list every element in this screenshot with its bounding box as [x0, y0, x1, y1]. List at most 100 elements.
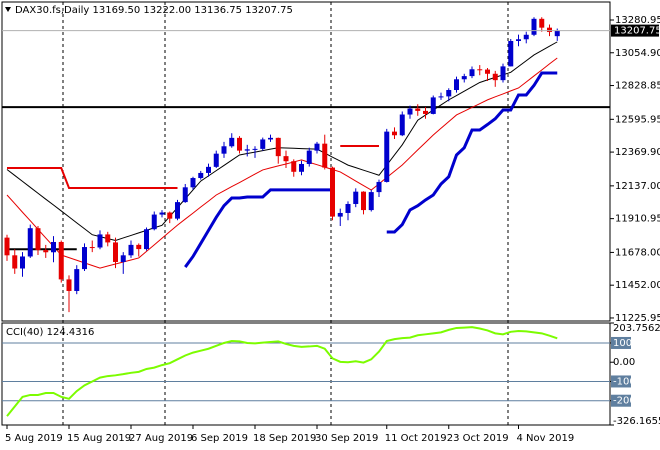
candle-body	[299, 163, 304, 172]
x-tick-label: 11 Oct 2019	[385, 433, 447, 444]
candle-body	[554, 30, 560, 37]
candle-body	[182, 187, 188, 203]
candle-body	[523, 34, 529, 40]
candle-body	[430, 97, 436, 114]
candle-body	[384, 131, 390, 182]
y2-tick-label: -326.1655	[613, 416, 660, 427]
candle-body	[368, 192, 374, 211]
candle-body	[237, 137, 242, 151]
candle-body	[105, 234, 111, 243]
candle-body	[353, 191, 359, 204]
candle-body	[275, 137, 281, 157]
y-tick-label: 12828.85	[615, 81, 660, 92]
candle-body	[82, 247, 87, 270]
marks	[2, 17, 610, 417]
candle-body	[136, 244, 142, 250]
candle-body	[213, 153, 219, 167]
y2-tick-label: 100	[613, 338, 632, 349]
cci-panel	[1, 322, 611, 426]
candle-body	[446, 90, 452, 97]
candle-body	[268, 137, 273, 140]
candle-body	[252, 148, 258, 150]
y2-tick-label: -100	[613, 376, 636, 387]
y-tick-label: 11225.95	[615, 313, 660, 324]
candle-body	[12, 255, 18, 269]
y-tick-label: 13054.90	[615, 48, 660, 59]
candle-body	[27, 228, 33, 257]
candle-body	[461, 76, 467, 80]
indicator-line	[184, 71, 558, 268]
price-tag-label: 13207.75	[614, 26, 660, 37]
candle-body	[314, 143, 320, 151]
x-tick-label: 18 Sep 2019	[253, 433, 316, 444]
candle-body	[376, 181, 382, 193]
candle-body	[128, 244, 134, 256]
candle-body	[144, 229, 149, 250]
candle-body	[291, 161, 297, 172]
candle-body	[477, 69, 483, 71]
x-tick-label: 15 Aug 2019	[67, 433, 131, 444]
level-tag	[611, 375, 631, 388]
candle-body	[190, 178, 196, 188]
chart-title: DAX30.fs,Daily 13169.50 13222.00 13136.7…	[15, 5, 293, 16]
candle-body	[198, 172, 204, 179]
candle-body	[539, 18, 545, 28]
candle-body	[58, 241, 64, 280]
candle-body	[51, 241, 56, 253]
level-tag	[611, 394, 631, 407]
candle-body	[74, 269, 80, 291]
candle-body	[221, 146, 227, 154]
candle-body	[206, 166, 211, 173]
y-tick-label: 12369.90	[615, 147, 660, 158]
candle-body	[229, 137, 235, 147]
candle-body	[175, 202, 180, 219]
candle-body	[330, 167, 335, 217]
y-tick-label: 12595.95	[615, 114, 660, 125]
y-tick-label: 12137.00	[615, 181, 660, 192]
candle-body	[260, 139, 266, 149]
candle-body	[151, 214, 157, 230]
candle-body	[361, 191, 366, 211]
x-tick-label: 23 Oct 2019	[447, 433, 509, 444]
level-tag	[611, 336, 631, 349]
candle-body	[423, 110, 428, 114]
candle-body	[35, 228, 41, 251]
y2-tick-label: 203.7562	[613, 323, 660, 334]
candle-body	[43, 250, 49, 253]
y-tick-label: 11452.00	[615, 280, 660, 291]
x-tick-label: 6 Sep 2019	[191, 433, 248, 444]
candle-body	[399, 114, 405, 136]
y-tick-label: 11910.95	[615, 214, 660, 225]
candle-body	[120, 255, 126, 262]
candle-body	[531, 18, 537, 35]
candle-body	[345, 203, 351, 213]
y-tick-label: 11678.00	[615, 247, 660, 258]
y2-tick-label: -200	[613, 396, 636, 407]
candle-body	[508, 41, 514, 67]
candle-body	[415, 108, 421, 111]
candle-body	[306, 150, 312, 164]
candle-body	[454, 79, 459, 91]
x-tick-label: 5 Aug 2019	[5, 433, 63, 444]
y2-tick-label: 0.00	[613, 357, 635, 368]
candle-body	[113, 242, 118, 262]
x-tick-label: 4 Nov 2019	[517, 433, 575, 444]
indicator-line	[6, 57, 558, 269]
candle-body	[97, 234, 103, 248]
price-tag	[611, 24, 659, 37]
candle-body	[337, 212, 343, 217]
candle-body	[492, 73, 498, 81]
x-tick-label: 30 Sep 2019	[315, 433, 378, 444]
candle-body	[485, 69, 490, 74]
y-tick-label: 13280.95	[615, 15, 660, 26]
menu-arrow[interactable]	[5, 7, 11, 12]
candle-body	[167, 212, 173, 219]
candle-body	[66, 279, 72, 291]
candle-body	[244, 149, 250, 151]
candle-body	[438, 96, 444, 98]
candle-body	[547, 27, 552, 33]
candle-body	[89, 247, 95, 249]
candle-body	[469, 69, 475, 77]
candle-body	[322, 143, 328, 168]
